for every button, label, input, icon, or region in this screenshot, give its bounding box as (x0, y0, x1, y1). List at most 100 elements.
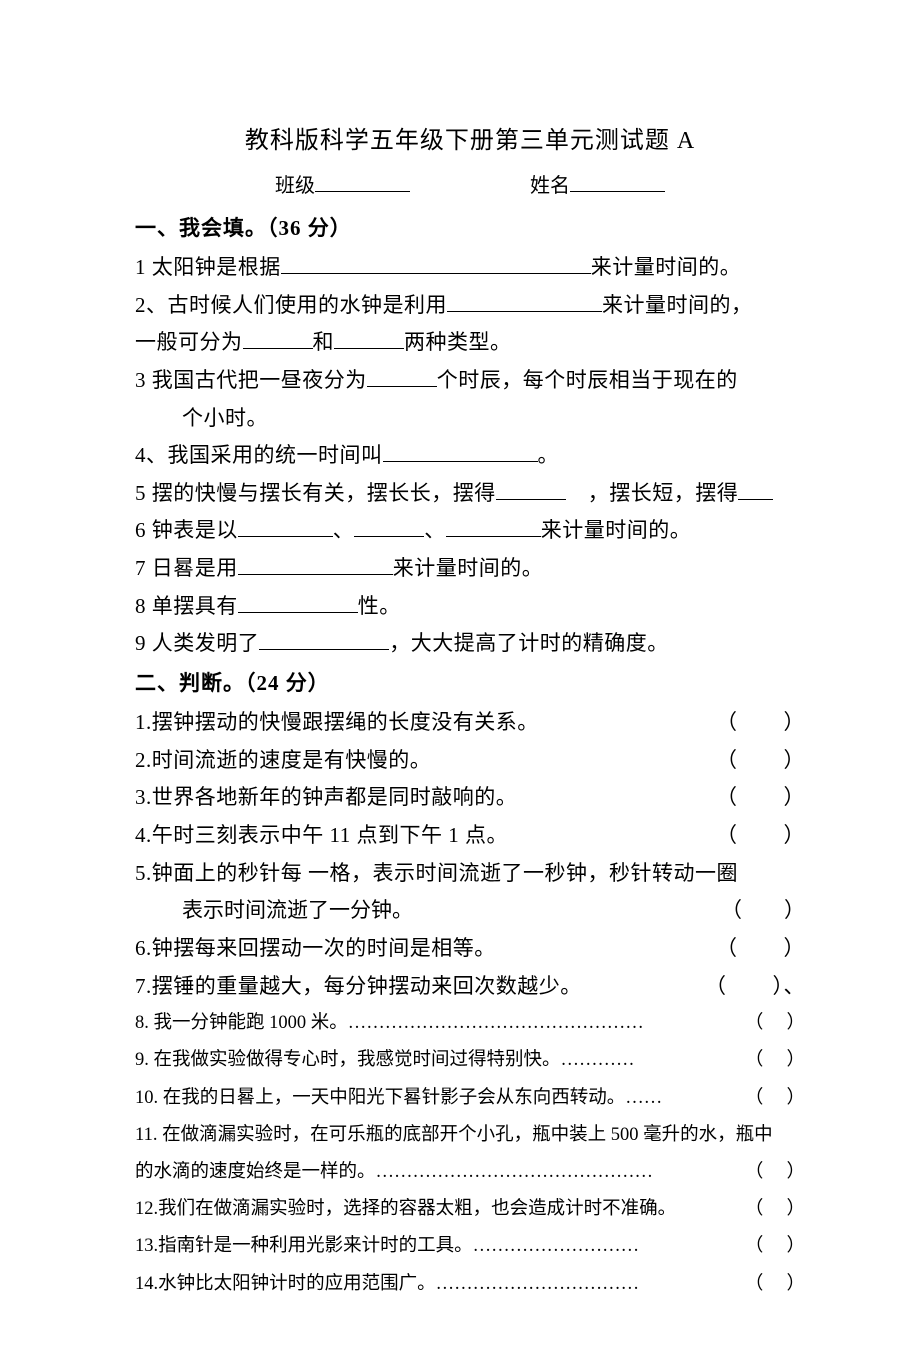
section1-heading: 一、我会填。（36 分） (135, 212, 805, 242)
judge-text: 的水滴的速度始终是一样的。 (135, 1162, 376, 1182)
dots: ………… (561, 1050, 635, 1070)
answer-bracket[interactable]: （ ） (716, 780, 805, 815)
q7-blank[interactable] (238, 554, 393, 575)
q2-text-a: 2、古时候人们使用的水钟是利用 (135, 293, 447, 317)
answer-bracket[interactable]: （ ） (745, 1081, 805, 1115)
q3-line2: 个小时。 (135, 401, 805, 436)
judge-item-5-line2: 表示时间流逝了一分钟。 （ ） (135, 893, 805, 928)
q8-text-b: 性。 (358, 594, 401, 618)
dots: ………………………………………… (348, 1013, 644, 1033)
q7: 7 日晷是用来计量时间的。 (135, 551, 805, 586)
judge-item-13: 13.指南针是一种利用光影来计时的工具。……………………… （ ） (135, 1229, 805, 1263)
judge-text: 1.摆钟摆动的快慢跟摆绳的长度没有关系。 (135, 705, 539, 740)
answer-bracket[interactable]: （ ） (705, 974, 784, 998)
q2-line2: 一般可分为 和 两种类型。 (135, 325, 805, 360)
answer-bracket[interactable]: （ ） (745, 1229, 805, 1263)
meta-row: 班级 姓名 (135, 169, 805, 198)
answer-bracket[interactable]: （ ） (745, 1192, 805, 1226)
name-blank[interactable] (570, 172, 665, 192)
q3-blank1[interactable] (367, 366, 437, 387)
judge-text: 14.水钟比太阳钟计时的应用范围广。 (135, 1274, 436, 1294)
judge-text: 6.钟摆每来回摆动一次的时间是相等。 (135, 931, 496, 966)
q9-blank[interactable] (259, 629, 389, 650)
q6-sep1: 、 (333, 518, 355, 542)
judge-item-2: 2.时间流逝的速度是有快慢的。 （ ） (135, 743, 805, 778)
judge-item-8: 8. 我一分钟能跑 1000 米。………………………………………… （ ） (135, 1006, 805, 1040)
q5-text-a: 5 摆的快慢与摆长有关，摆长长，摆得 (135, 481, 496, 505)
judge-text: 4.午时三刻表示中午 11 点到下午 1 点。 (135, 818, 508, 853)
q5: 5 摆的快慢与摆长有关，摆长长，摆得 ，摆长短，摆得 (135, 476, 805, 511)
judge-item-11-line2: 的水滴的速度始终是一样的。………………………………………（ ） (135, 1155, 805, 1189)
judge-item-12: 12.我们在做滴漏实验时，选择的容器太粗，也会造成计时不准确。（ ） (135, 1192, 805, 1226)
name-label: 姓名 (530, 175, 570, 197)
answer-bracket[interactable]: （ ） (716, 818, 805, 853)
judge-text: 2.时间流逝的速度是有快慢的。 (135, 743, 431, 778)
q5-blank2[interactable] (738, 479, 773, 500)
squiggle-icon (566, 481, 588, 500)
judge-item-11-line1: 11. 在做滴漏实验时，在可乐瓶的底部开个小孔，瓶中装上 500 毫升的水，瓶中 (135, 1118, 805, 1152)
answer-bracket[interactable]: （ ） (716, 931, 805, 966)
q2-text-d: 和 (313, 330, 335, 354)
q9: 9 人类发明了 ，大大提高了计时的精确度。 (135, 626, 805, 661)
q2-blank1[interactable] (447, 291, 602, 312)
judge-text: 8. 我一分钟能跑 1000 米。 (135, 1013, 348, 1033)
q2-blank2[interactable] (243, 328, 313, 349)
q3-text-b: 个时辰，每个时辰相当于现在的 (437, 368, 738, 392)
answer-bracket[interactable]: （ ） (745, 1006, 805, 1040)
q2-blank3[interactable] (334, 328, 404, 349)
judge-item-4: 4.午时三刻表示中午 11 点到下午 1 点。 （ ） (135, 818, 805, 853)
q6-blank2[interactable] (354, 516, 424, 537)
q6-text-d: 来计量时间的。 (541, 518, 692, 542)
judge-text: 13.指南针是一种利用光影来计时的工具。 (135, 1236, 473, 1256)
judge-item-10: 10. 在我的日晷上，一天中阳光下晷针影子会从东向西转动。…… （ ） (135, 1081, 805, 1115)
section2-heading: 二、判断。（24 分） (135, 667, 805, 697)
q4-text-a: 4、我国采用的统一时间叫 (135, 443, 383, 467)
dots: …………………………… (436, 1274, 640, 1294)
q2-line1: 2、古时候人们使用的水钟是利用 来计量时间的， (135, 288, 805, 323)
class-label: 班级 (275, 175, 315, 197)
q6: 6 钟表是以 、 、 来计量时间的。 (135, 513, 805, 548)
q8-text-a: 8 单摆具有 (135, 594, 238, 618)
answer-bracket[interactable]: （ ） (716, 743, 805, 778)
q9-text-b: ，大大提高了计时的精确度。 (389, 631, 669, 655)
q4: 4、我国采用的统一时间叫。 (135, 438, 805, 473)
q5-text-b: ，摆长短，摆得 (588, 481, 739, 505)
q1: 1 太阳钟是根据来计量时间的。 (135, 250, 805, 285)
q4-blank[interactable] (383, 441, 538, 462)
q3-text-c: 个小时。 (182, 406, 268, 430)
judge-text: 7.摆锤的重量越大，每分钟摆动来回次数越少。 (135, 969, 582, 1004)
q8-blank[interactable] (238, 592, 358, 613)
q6-sep2: 、 (424, 518, 446, 542)
q2-text-b: 来计量时间的， (602, 293, 753, 317)
judge-item-1: 1.摆钟摆动的快慢跟摆绳的长度没有关系。 （ ） (135, 705, 805, 740)
judge-item-9: 9. 在我做实验做得专心时，我感觉时间过得特别快。………… （ ） (135, 1043, 805, 1077)
q6-blank1[interactable] (238, 516, 333, 537)
answer-bracket[interactable]: （ ） (745, 1267, 805, 1301)
q1-blank[interactable] (281, 253, 591, 274)
q1-text-a: 1 太阳钟是根据 (135, 255, 281, 279)
dots: ……………………… (473, 1236, 640, 1256)
judge-text: 9. 在我做实验做得专心时，我感觉时间过得特别快。 (135, 1050, 561, 1070)
answer-bracket[interactable]: （ ） (716, 705, 805, 740)
judge-item-3: 3.世界各地新年的钟声都是同时敲响的。（ ） (135, 780, 805, 815)
page-title: 教科版科学五年级下册第三单元测试题 A (135, 120, 805, 155)
class-blank[interactable] (315, 172, 410, 192)
answer-bracket[interactable]: （ ） (745, 1043, 805, 1077)
answer-bracket[interactable]: （ ） (721, 893, 805, 928)
q9-text-a: 9 人类发明了 (135, 631, 259, 655)
q6-text-a: 6 钟表是以 (135, 518, 238, 542)
q6-blank3[interactable] (446, 516, 541, 537)
dots: …… (625, 1088, 662, 1108)
judge-item-6: 6.钟摆每来回摆动一次的时间是相等。 （ ） (135, 931, 805, 966)
q2-text-c: 一般可分为 (135, 330, 243, 354)
judge-item-14: 14.水钟比太阳钟计时的应用范围广。…………………………… （ ） (135, 1267, 805, 1301)
q8: 8 单摆具有 性。 (135, 589, 805, 624)
q5-blank1[interactable] (496, 479, 566, 500)
suffix: 、 (784, 974, 806, 998)
q7-text-b: 来计量时间的。 (393, 556, 544, 580)
answer-bracket[interactable]: （ ） (745, 1155, 805, 1189)
q3-text-a: 3 我国古代把一昼夜分为 (135, 368, 367, 392)
judge-text: 表示时间流逝了一分钟。 (182, 893, 413, 928)
judge-text: 10. 在我的日晷上，一天中阳光下晷针影子会从东向西转动。 (135, 1088, 625, 1108)
q2-text-e: 两种类型。 (404, 330, 512, 354)
